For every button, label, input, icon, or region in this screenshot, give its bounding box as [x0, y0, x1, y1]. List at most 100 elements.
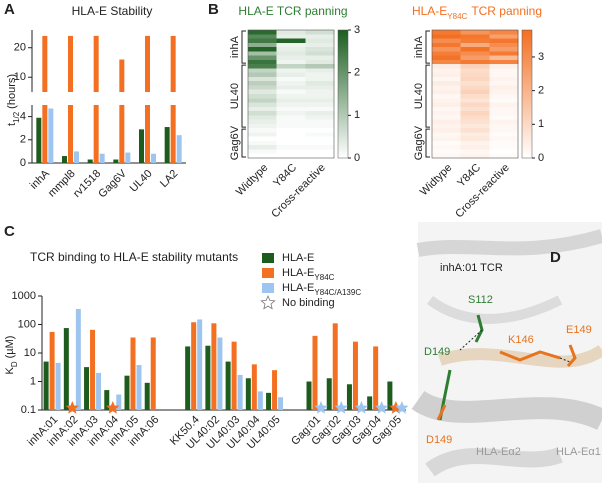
text-part: (µM) [4, 336, 16, 359]
bar [42, 105, 48, 163]
residue-k146 [499, 350, 561, 362]
heatmap-cell [460, 89, 490, 95]
heatmap-cell [276, 106, 306, 112]
heatmap-cell [460, 68, 490, 73]
heatmap-cell [460, 30, 490, 35]
bar [251, 364, 257, 410]
heatmap-cell [248, 34, 277, 39]
bar [245, 378, 251, 410]
heatmap-cell [248, 30, 277, 35]
heatmap-cell [432, 34, 461, 39]
bar [272, 370, 278, 410]
heatmap-cell [432, 132, 461, 137]
heatmap-cell [460, 85, 490, 91]
text-part: (hours) [6, 74, 18, 109]
bar [55, 362, 61, 410]
heatmap-cell [460, 140, 490, 146]
y-tick-label: 20 [14, 42, 26, 54]
heatmap-cell [305, 153, 335, 159]
heatmap-cell [248, 38, 277, 44]
x-tick-label: LA2 [158, 168, 180, 190]
bar [139, 129, 144, 163]
no-binding-star [65, 401, 79, 414]
bar [145, 35, 150, 92]
subscript: Y84C [447, 12, 467, 21]
heatmap-cell [489, 140, 519, 146]
y-tick-label: 0.1 [21, 404, 36, 416]
no-binding-star [354, 401, 369, 414]
group-bracket [241, 30, 246, 64]
text-part: HLA-E [282, 282, 314, 294]
heatmap-cell [276, 140, 306, 146]
legend-label: HLA-EY84C/A139C [282, 282, 361, 297]
legend-label: HLA-EY84C [282, 267, 335, 282]
heatmap-cell [489, 149, 519, 155]
group-bracket [425, 128, 430, 158]
heatmap-cell [248, 119, 277, 125]
heatmap-cell [460, 38, 490, 44]
x-tick-label: Gag6V [96, 167, 129, 200]
heatmap-cell [432, 38, 461, 44]
heatmap-cell [305, 51, 335, 56]
heatmap-cell [460, 106, 490, 112]
heatmap-cell [305, 94, 335, 99]
heatmap-cell [248, 59, 277, 65]
structure-label: HLA-Eα2 [476, 446, 521, 458]
heatmap-cell [460, 72, 490, 78]
colorbar-tick-label: 3 [354, 24, 360, 36]
text-part: HLA-E TCR panning [238, 4, 347, 18]
heatmap-cell [432, 85, 461, 91]
heatmap-cell [276, 119, 306, 125]
heatmap-cell [248, 111, 277, 116]
bar [170, 35, 176, 92]
heatmap-cell [460, 51, 490, 56]
heatmap-cell [460, 81, 490, 86]
heatmap-cell [305, 72, 335, 78]
ribbon [416, 229, 602, 257]
colorbar-tick-label: 2 [354, 67, 360, 79]
heatmap-cell [460, 34, 490, 39]
legend-swatch [262, 253, 274, 263]
no-binding-star [106, 401, 120, 414]
heatmap-cell [276, 34, 306, 39]
bar [332, 323, 338, 410]
group-bracket [425, 30, 430, 64]
heatmap-cell [432, 59, 461, 65]
heatmap-cell [276, 81, 306, 86]
heatmap-cell [432, 115, 461, 120]
heatmap-cell [489, 59, 519, 65]
bar [367, 396, 373, 410]
group-bracket [241, 64, 246, 128]
heatmap-cell [305, 38, 335, 44]
heatmap-cell [305, 81, 335, 86]
heatmap-cell [248, 42, 277, 48]
heatmap-cell [276, 102, 306, 108]
bar [48, 108, 54, 163]
structure-label: E149 [566, 324, 592, 336]
bar [136, 364, 142, 410]
heatmap-cell [248, 55, 277, 61]
heatmap-cell [276, 115, 306, 120]
subscript: Y84C [314, 273, 334, 282]
heatmap-cell [248, 115, 277, 120]
bar [36, 117, 42, 163]
heatmap-cell [276, 153, 306, 159]
heatmap-cell [432, 89, 461, 95]
bar [237, 374, 243, 410]
bar [231, 341, 237, 410]
heatmap-cell [248, 81, 277, 86]
heatmap-cell [489, 132, 519, 137]
bar [68, 35, 73, 92]
heatmap-cell [489, 38, 519, 44]
x-tick-label: UL40 [128, 168, 155, 195]
heatmap-cell [432, 72, 461, 78]
bar [90, 329, 96, 410]
y-tick-label: 2 [20, 134, 26, 146]
colorbar-tick-label: 1 [354, 109, 360, 121]
bar [197, 319, 203, 410]
heatmap-cell [248, 47, 277, 52]
heatmap-cell [489, 55, 519, 61]
heatmap-cell [432, 106, 461, 112]
heatmap-cell [276, 42, 306, 48]
heatmap-cell [432, 64, 461, 69]
